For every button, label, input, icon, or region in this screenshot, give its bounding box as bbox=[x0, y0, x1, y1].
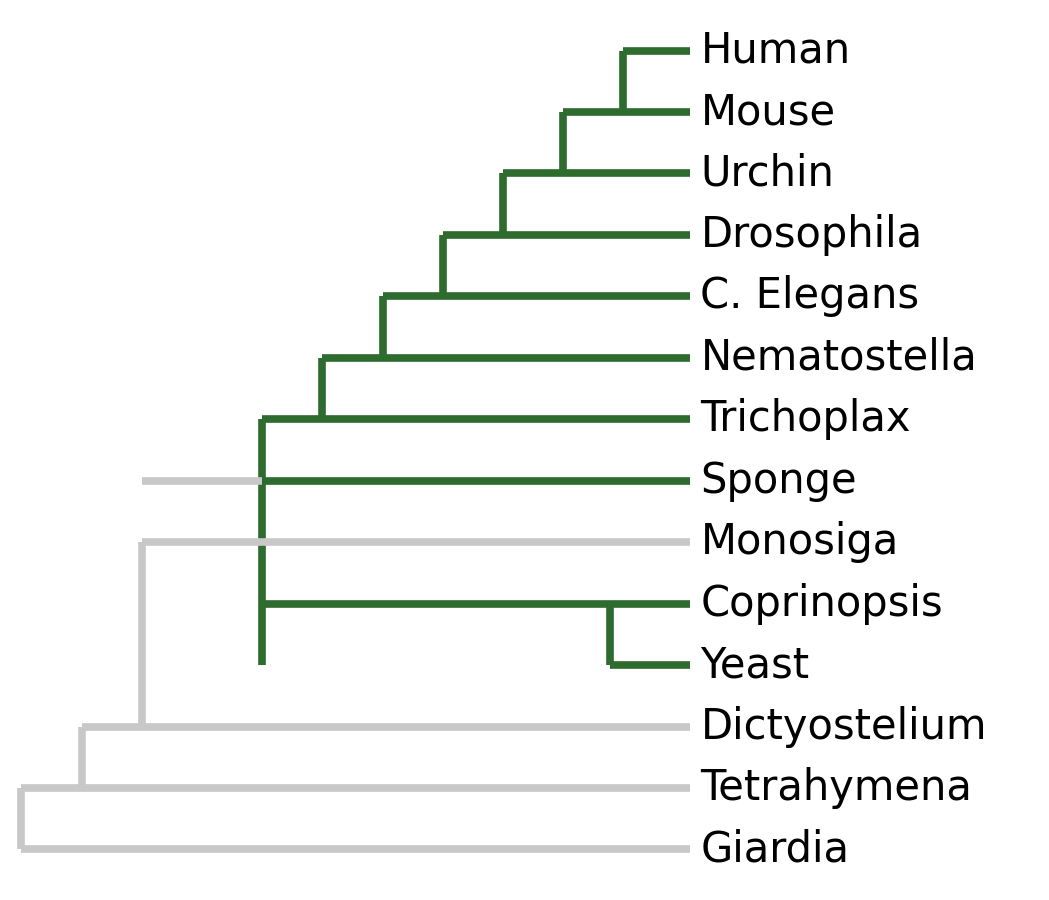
Text: Tetrahymena: Tetrahymena bbox=[701, 767, 972, 809]
Text: Trichoplax: Trichoplax bbox=[701, 399, 911, 440]
Text: Monosiga: Monosiga bbox=[701, 521, 899, 563]
Text: Mouse: Mouse bbox=[701, 91, 836, 133]
Text: Yeast: Yeast bbox=[701, 644, 810, 686]
Text: Dictyostelium: Dictyostelium bbox=[701, 706, 987, 748]
Text: Nematostella: Nematostella bbox=[701, 337, 978, 379]
Text: Coprinopsis: Coprinopsis bbox=[701, 582, 943, 625]
Text: Giardia: Giardia bbox=[701, 828, 850, 870]
Text: Drosophila: Drosophila bbox=[701, 214, 922, 256]
Text: Human: Human bbox=[701, 30, 851, 72]
Text: Sponge: Sponge bbox=[701, 460, 857, 501]
Text: Urchin: Urchin bbox=[701, 152, 834, 194]
Text: C. Elegans: C. Elegans bbox=[701, 275, 920, 318]
